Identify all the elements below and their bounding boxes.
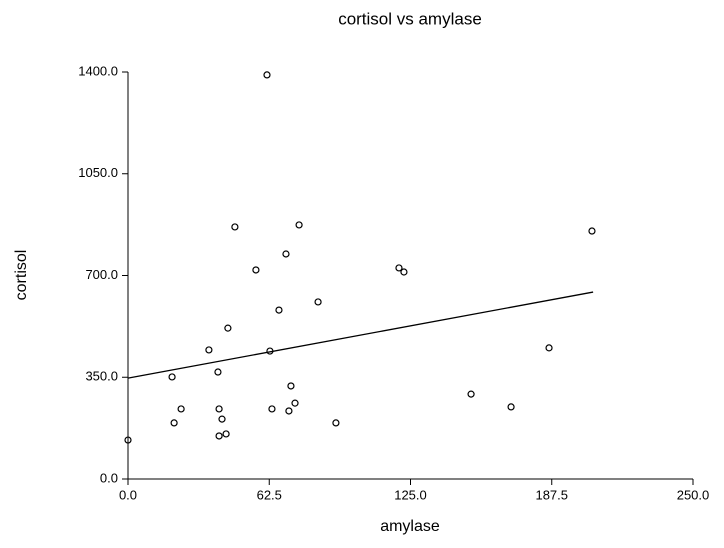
x-tick-label: 187.5 xyxy=(535,487,568,502)
y-tick-label: 700.0 xyxy=(85,267,118,282)
point xyxy=(275,306,283,314)
point xyxy=(287,382,295,390)
y-tick-label: 1050.0 xyxy=(78,165,118,180)
point xyxy=(205,346,213,354)
y-axis-title: cortisol xyxy=(13,250,30,301)
point xyxy=(263,71,271,79)
point xyxy=(266,347,274,355)
point xyxy=(168,373,176,381)
point xyxy=(507,403,515,411)
point xyxy=(282,250,290,258)
point xyxy=(218,415,226,423)
point xyxy=(231,223,239,231)
point xyxy=(332,419,340,427)
y-tick-label: 350.0 xyxy=(85,369,118,384)
fit-line xyxy=(127,291,594,379)
point xyxy=(215,432,223,440)
point xyxy=(588,227,596,235)
point xyxy=(291,399,299,407)
x-tick-label: 62.5 xyxy=(257,487,282,502)
point xyxy=(252,266,260,274)
point xyxy=(224,324,232,332)
point xyxy=(467,390,475,398)
point xyxy=(222,430,230,438)
point xyxy=(170,419,178,427)
point xyxy=(314,298,322,306)
point xyxy=(395,264,403,272)
point xyxy=(214,368,222,376)
point xyxy=(124,436,132,444)
x-axis-title: amylase xyxy=(380,518,440,535)
point xyxy=(215,405,223,413)
point xyxy=(295,221,303,229)
y-tick-label: 0.0 xyxy=(100,470,118,485)
x-tick-label: 0.0 xyxy=(119,487,137,502)
point xyxy=(400,268,408,276)
point xyxy=(177,405,185,413)
point xyxy=(268,405,276,413)
chart-title: cortisol vs amylase xyxy=(338,9,482,28)
point xyxy=(545,344,553,352)
x-tick-label: 250.0 xyxy=(677,487,710,502)
y-tick-label: 1400.0 xyxy=(78,63,118,78)
point xyxy=(285,407,293,415)
x-tick-label: 125.0 xyxy=(394,487,427,502)
